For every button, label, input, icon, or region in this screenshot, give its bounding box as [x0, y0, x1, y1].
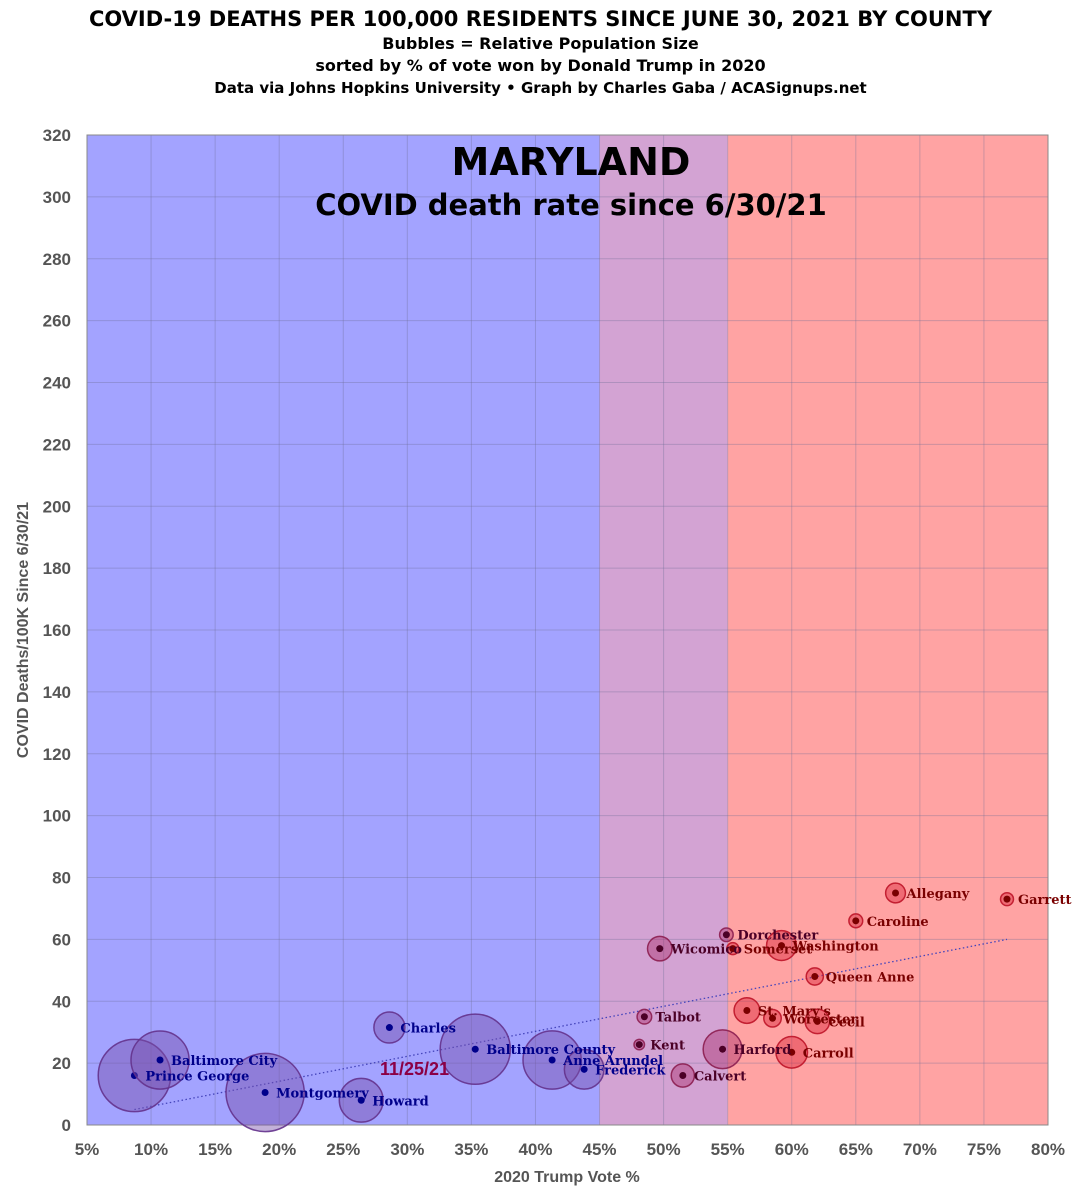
x-tick-label: 40% [518, 1140, 552, 1159]
county-label: Cecil [828, 1015, 864, 1030]
y-tick-label: 220 [43, 435, 71, 454]
date-annotation: 11/25/21 [380, 1059, 449, 1079]
y-tick-label: 20 [52, 1054, 71, 1073]
x-tick-label: 55% [711, 1140, 745, 1159]
county-point [156, 1056, 164, 1064]
y-tick-label: 160 [43, 621, 71, 640]
x-tick-label: 70% [903, 1140, 937, 1159]
y-tick-label: 280 [43, 250, 71, 269]
y-tick-label: 40 [52, 992, 71, 1011]
x-tick-label: 60% [775, 1140, 809, 1159]
y-tick-label: 120 [43, 745, 71, 764]
y-tick-label: 240 [43, 374, 71, 393]
axis-ticks: 5% 10% 15% 20% 25% 30% 35% 40% 45% 50% 55% 60% 65% 70… [43, 126, 1065, 1159]
y-axis-title: COVID Deaths/100K Since 6/30/21 [15, 502, 32, 758]
chart-subtitle-sort: sorted by % of vote won by Donald Trump … [315, 56, 766, 75]
chart-subtitle-bubbles: Bubbles = Relative Population Size [382, 34, 699, 53]
county-label: Carroll [803, 1046, 854, 1061]
x-tick-label: 65% [839, 1140, 873, 1159]
county-point [729, 945, 737, 953]
county-label: Prince George [145, 1070, 249, 1085]
county-label: Worcester [783, 1012, 858, 1027]
y-tick-label: 320 [43, 126, 71, 145]
gridlines [86, 134, 1049, 1126]
county-point [777, 942, 785, 950]
county-label: Allegany [906, 887, 970, 902]
plot-border [86, 134, 1049, 1126]
y-tick-label: 260 [43, 312, 71, 331]
x-tick-label: 50% [647, 1140, 681, 1159]
trendline-group [134, 938, 1008, 1111]
y-tick-label: 180 [43, 559, 71, 578]
county-label: Calvert [694, 1070, 746, 1085]
chart-credit: Data via Johns Hopkins University • Grap… [214, 79, 867, 97]
county-point [811, 973, 819, 980]
x-tick-label: 45% [583, 1140, 617, 1159]
trendline [134, 938, 1008, 1111]
x-axis-title: 2020 Trump Vote % [494, 1169, 640, 1186]
county-label: St. Mary's [758, 1005, 831, 1020]
county-point [580, 1065, 588, 1073]
county-point [640, 1013, 648, 1021]
county-point [719, 1045, 727, 1053]
chart-title: COVID-19 DEATHS PER 100,000 RESIDENTS SI… [88, 7, 993, 31]
y-tick-label: 0 [62, 1116, 71, 1135]
county-label: Frederick [595, 1063, 666, 1078]
county-point [261, 1089, 269, 1097]
y-tick-label: 80 [52, 869, 71, 888]
county-point [471, 1045, 479, 1053]
y-tick-label: 140 [43, 683, 71, 702]
y-tick-label: 100 [43, 807, 71, 826]
band-0 [87, 135, 600, 1125]
x-tick-label: 15% [198, 1140, 232, 1159]
y-tick-label: 60 [52, 930, 71, 949]
county-label: Baltimore City [171, 1054, 278, 1069]
y-tick-label: 200 [43, 497, 71, 516]
county-label: Garrett [1018, 893, 1072, 908]
county-point [357, 1096, 365, 1104]
county-label: Kent [650, 1039, 685, 1054]
x-tick-label: 5% [75, 1140, 100, 1159]
county-point [1003, 895, 1011, 903]
county-label: Wicomico [670, 943, 743, 958]
county-label: Dorchester [737, 929, 818, 944]
state-title: MARYLAND [452, 140, 691, 184]
county-point [892, 889, 900, 897]
county-label: Talbot [655, 1011, 701, 1026]
x-tick-label: 25% [326, 1140, 360, 1159]
x-tick-label: 35% [454, 1140, 488, 1159]
county-label: Queen Anne [826, 971, 915, 986]
county-point [385, 1024, 393, 1032]
county-point [769, 1014, 777, 1022]
county-label: Anne Arundel [562, 1054, 663, 1069]
county-label: Caroline [867, 915, 929, 930]
county-point [548, 1056, 556, 1064]
county-label: Harford [734, 1043, 792, 1058]
county-point [635, 1041, 643, 1049]
x-tick-label: 20% [262, 1140, 296, 1159]
county-point [788, 1048, 796, 1056]
x-tick-label: 75% [967, 1140, 1001, 1159]
county-point [813, 1017, 821, 1025]
y-tick-label: 300 [43, 188, 71, 207]
x-tick-label: 80% [1031, 1140, 1065, 1159]
county-label: Somerset [744, 943, 813, 958]
x-tick-label: 10% [134, 1140, 168, 1159]
county-point [743, 1007, 751, 1015]
county-label: Charles [400, 1022, 456, 1037]
x-tick-label: 30% [390, 1140, 424, 1159]
county-label: Montgomery [276, 1087, 369, 1102]
county-point [852, 917, 860, 925]
county-label: Howard [372, 1094, 429, 1109]
county-point [656, 945, 664, 953]
county-label: Baltimore County [486, 1043, 615, 1058]
county-point [722, 931, 730, 939]
chart-header: COVID-19 DEATHS PER 100,000 RESIDENTS SI… [0, 6, 1081, 99]
county-label: Washington [791, 940, 879, 955]
bubbles [97, 882, 1015, 1133]
county-point [679, 1072, 687, 1079]
state-subtitle: COVID death rate since 6/30/21 [315, 188, 827, 222]
